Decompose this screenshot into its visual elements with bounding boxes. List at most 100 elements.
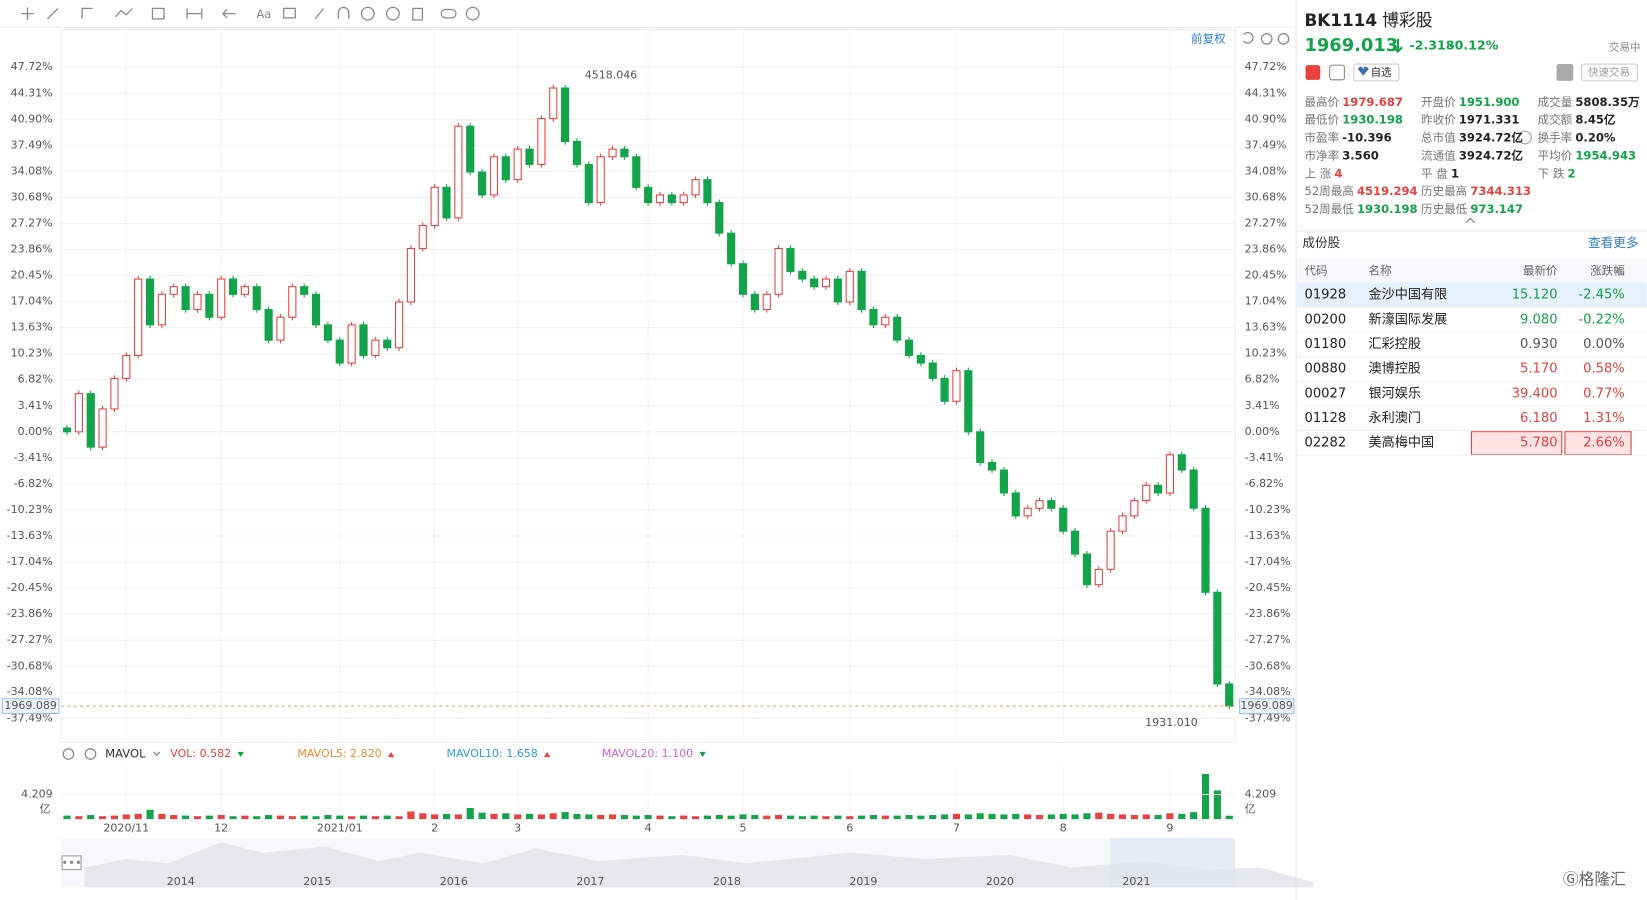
candle <box>774 247 783 295</box>
volume-bar <box>608 814 617 820</box>
y-tick-label: 34.08% <box>11 164 53 177</box>
close-icon[interactable] <box>84 748 97 760</box>
stat: 平均价 1954.943 <box>1538 148 1636 162</box>
volume-bar <box>1213 790 1221 820</box>
y-tick-label: -6.82% <box>1245 477 1284 490</box>
stat-value: 4519.294 <box>1357 184 1418 198</box>
more-link[interactable]: 查看更多 <box>1588 235 1638 250</box>
icon[interactable] <box>222 9 236 19</box>
min-label: 1931.010 <box>1145 716 1198 729</box>
volume-bar <box>1154 815 1162 820</box>
icon[interactable] <box>81 7 93 19</box>
stat-label: 成交额 <box>1538 112 1573 126</box>
candle <box>1094 568 1103 586</box>
candle <box>478 171 487 196</box>
icon[interactable] <box>1243 31 1254 44</box>
volume-bar <box>1178 813 1186 820</box>
volume-bar <box>929 815 937 820</box>
icon[interactable] <box>385 6 400 21</box>
stat-value: 1 <box>1451 166 1459 180</box>
bell-icon[interactable] <box>1556 64 1574 81</box>
candle <box>715 202 724 234</box>
y-tick-label: -30.68% <box>1245 659 1291 672</box>
y-tick-label: -23.86% <box>1245 607 1291 620</box>
table-cell: 9.080 <box>1520 312 1558 327</box>
candle <box>1225 683 1234 707</box>
candle <box>738 263 748 295</box>
icon[interactable] <box>115 7 133 18</box>
x-tick-label: 5 <box>739 822 746 835</box>
candle <box>169 286 178 295</box>
navigator-window[interactable] <box>1110 838 1236 888</box>
icon[interactable] <box>151 7 165 20</box>
table-cell: 00200 <box>1304 312 1346 327</box>
candle <box>181 286 190 311</box>
stat: 最高价 1979.687 <box>1304 94 1402 108</box>
news-icon[interactable] <box>1329 64 1345 81</box>
volume-tick-label: 4.209 <box>1245 787 1277 800</box>
candle <box>489 156 499 196</box>
candle <box>1070 530 1080 555</box>
icon[interactable] <box>186 8 203 19</box>
icon[interactable] <box>21 7 34 20</box>
candle <box>810 278 819 288</box>
icon[interactable] <box>360 6 375 21</box>
volume-bar <box>988 813 996 820</box>
volume-bar <box>1130 815 1138 820</box>
volume-bar <box>1166 813 1174 820</box>
icon[interactable] <box>46 7 59 20</box>
heart-icon <box>1358 66 1369 76</box>
candle <box>584 163 593 204</box>
icon[interactable] <box>314 6 350 20</box>
y-tick-label: -37.49% <box>7 711 53 724</box>
navigator-menu[interactable] <box>61 855 82 871</box>
volume-bar <box>170 815 178 820</box>
y-tick-label: 17.04% <box>1245 295 1287 308</box>
candle <box>323 324 332 341</box>
stat-value: -10.396 <box>1342 130 1391 144</box>
volume-bar <box>941 814 949 820</box>
stat-label: 平均价 <box>1538 148 1573 162</box>
icon[interactable] <box>465 6 480 21</box>
candle <box>193 293 202 311</box>
volume-bar <box>336 815 344 820</box>
icon[interactable] <box>1260 32 1273 45</box>
icon[interactable] <box>283 7 296 19</box>
icon[interactable] <box>412 7 423 21</box>
dropdown-icon[interactable] <box>153 751 161 756</box>
volume-bar <box>763 815 771 820</box>
y-tick-label: -17.04% <box>7 555 53 568</box>
candle <box>98 408 107 448</box>
icon[interactable] <box>1277 32 1290 45</box>
collapse-icon[interactable] <box>1465 217 1476 224</box>
table-cell: 银河娱乐 <box>1369 385 1421 401</box>
selected-row[interactable] <box>1297 282 1647 307</box>
settings-icon[interactable] <box>62 748 75 760</box>
table-cell: 01128 <box>1304 411 1346 426</box>
candle <box>383 339 392 349</box>
volume-bar <box>359 815 368 820</box>
quick-trade-button[interactable] <box>1581 63 1638 82</box>
y-tick-label: -30.68% <box>7 659 53 672</box>
volume-indicator[interactable]: MAVOL <box>105 747 146 761</box>
x-tick-label: 8 <box>1060 822 1067 835</box>
volume-bar <box>644 815 652 820</box>
status: 交易中 <box>1609 40 1641 53</box>
stat-value: 1930.198 <box>1342 112 1403 126</box>
volume-bar <box>395 816 403 820</box>
volume-bar <box>1190 812 1198 820</box>
candle <box>442 186 451 219</box>
candle <box>145 278 155 326</box>
icon[interactable] <box>440 8 457 19</box>
y-tick-label: 27.27% <box>11 216 53 229</box>
adjust-button[interactable]: 前复权 <box>1191 31 1226 45</box>
icon[interactable]: Aa <box>256 7 271 21</box>
candle <box>881 316 890 326</box>
info-icon[interactable] <box>1518 130 1532 145</box>
x-tick-label: 6 <box>846 822 853 835</box>
volume-bar <box>265 815 273 820</box>
stat: 昨收价 1971.331 <box>1421 112 1519 126</box>
table-cell: 0.58% <box>1583 362 1625 377</box>
candle <box>833 278 842 303</box>
